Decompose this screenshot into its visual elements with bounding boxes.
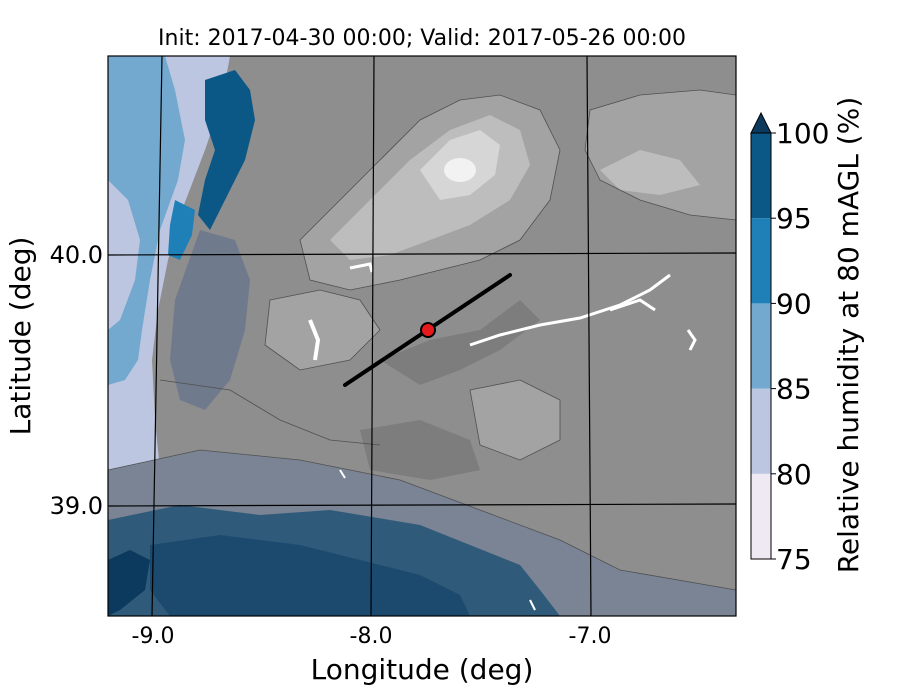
colorbar-segment [751,303,771,389]
map-frame [107,55,737,617]
reservoir-3 [686,329,697,351]
colorbar-tick-label: 85 [776,373,812,406]
southwest-coast [108,550,150,616]
colorbar-tick-label: 95 [776,202,812,235]
colorbar: 75 80 85 90 95 100 Relative humidity at 80 mA… [750,97,865,576]
plot-title: Init: 2017-04-30 00:00; Valid: 2017-05-2… [158,26,686,51]
x-tick-label: -9.0 [132,624,175,649]
south-humid-core [150,535,470,616]
river-tagus-branch [609,298,656,312]
northeast-plateau-inner [600,150,700,195]
reservoir-4 [529,599,536,611]
reservoir-2 [349,262,374,273]
reservoir-1 [308,319,321,361]
x-axis-label: Longitude (deg) [311,653,534,686]
colorbar-label: Relative humidity at 80 mAGL (%) [832,97,865,574]
valley-depression [380,300,540,385]
reservoir-5 [339,469,346,479]
colorbar-tick-label: 80 [776,458,812,491]
y-tick-label: 39.0 [50,492,103,520]
coastal-humidity-85 [108,56,185,385]
colorbar-ticks: 75 80 85 90 95 100 [771,117,829,576]
colorbar-extend-arrow [750,111,772,134]
eastern-patch [470,380,560,460]
station-marker [420,322,436,338]
colorbar-segment [751,388,771,474]
coastal-humidity-95 [198,70,255,230]
colorbar-segment [751,473,771,559]
south-central-patch [360,420,480,480]
highland-peak [444,158,476,182]
colorbar-segment [751,218,771,304]
x-tick-label: -7.0 [569,624,612,649]
river-tagus [469,273,671,347]
x-tick-label: -8.0 [350,624,393,649]
coastal-humidity-90 [168,200,195,260]
colorbar-segments [751,133,771,559]
map-area [108,56,736,616]
y-axis-label: Latitude (deg) [4,237,37,436]
colorbar-tick-label: 75 [776,543,812,576]
colorbar-segment [751,133,771,219]
x-axis: -9.0 -8.0 -7.0 Longitude (deg) [132,624,612,686]
central-ridge-patch [265,290,380,370]
y-tick-label: 40.0 [50,241,103,269]
colorbar-tick-label: 90 [776,287,812,320]
colorbar-tick-label: 100 [776,117,829,150]
y-axis: 40.0 39.0 Latitude (deg) [4,237,103,520]
graticule [108,56,736,616]
colorbar-frame [750,132,772,560]
coastal-humidity-mid [170,230,250,410]
contour-lines [108,89,736,591]
